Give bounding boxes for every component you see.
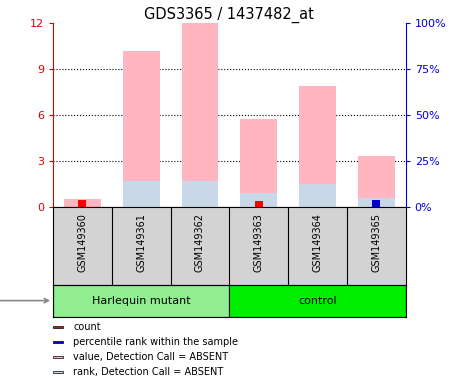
Text: GSM149365: GSM149365 [371,213,381,272]
Bar [372,200,380,207]
Bar [53,371,63,373]
Text: control: control [298,296,337,306]
Text: GSM149361: GSM149361 [136,213,146,271]
Title: GDS3365 / 1437482_at: GDS3365 / 1437482_at [144,7,314,23]
Text: value, Detection Call = ABSENT: value, Detection Call = ABSENT [73,352,228,362]
Bar [78,200,87,207]
Bar [53,356,63,358]
Bar [240,119,277,207]
Bar [240,193,277,207]
Bar [299,184,336,207]
Bar [123,51,160,207]
Bar [182,23,219,207]
Text: GSM149364: GSM149364 [313,213,323,271]
Text: count: count [73,322,101,332]
Bar [53,326,63,328]
Bar [254,201,263,207]
Text: Harlequin mutant: Harlequin mutant [92,296,190,306]
Text: percentile rank within the sample: percentile rank within the sample [73,337,238,347]
Bar [53,285,230,317]
Bar [123,181,160,207]
Text: rank, Detection Call = ABSENT: rank, Detection Call = ABSENT [73,367,224,377]
Bar [182,181,219,207]
Bar [229,285,406,317]
Bar [372,200,380,207]
Text: GSM149363: GSM149363 [254,213,264,271]
Bar [358,198,395,207]
Bar [299,86,336,207]
Bar [53,341,63,343]
Text: genotype/variation: genotype/variation [0,296,48,306]
Text: GSM149360: GSM149360 [77,213,88,271]
Bar [358,156,395,207]
Bar [64,199,101,207]
Text: GSM149362: GSM149362 [195,213,205,272]
